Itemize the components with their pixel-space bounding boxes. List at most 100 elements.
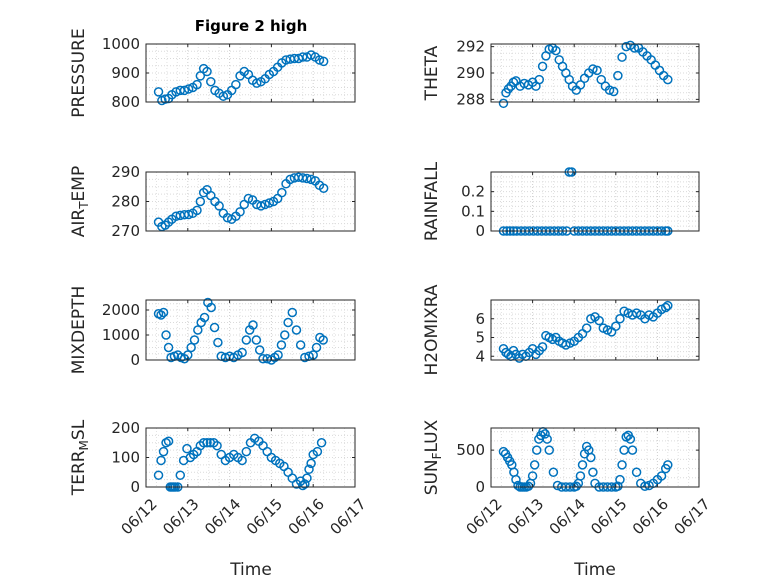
data-point xyxy=(300,352,310,363)
y-tick-label: 0.2 xyxy=(461,183,485,201)
data-point xyxy=(158,446,169,457)
x-tick-label: 06/13 xyxy=(159,495,202,538)
data-point xyxy=(316,438,327,448)
y-axis-label: TERRMSL xyxy=(69,419,91,496)
y-tick-label: 0.1 xyxy=(461,202,485,220)
panel-air-temp: 270 280 290 AIRTEMP xyxy=(69,163,356,240)
data-point xyxy=(298,52,308,62)
x-tick-label: 06/12 xyxy=(117,495,160,538)
y-tick-label: 100 xyxy=(111,449,140,467)
data-point xyxy=(251,335,262,345)
series-markers xyxy=(498,300,673,363)
x-tick-label: 06/15 xyxy=(587,495,630,538)
data-point xyxy=(199,312,210,323)
data-point xyxy=(575,471,586,481)
data-point xyxy=(156,310,166,320)
data-point xyxy=(161,330,171,340)
y-tick-label: 270 xyxy=(111,222,140,240)
data-point xyxy=(218,91,229,101)
data-point xyxy=(280,330,290,340)
x-tick-label: 06/14 xyxy=(201,495,244,538)
data-point xyxy=(183,84,194,94)
data-point xyxy=(617,460,627,470)
axes-box xyxy=(145,299,356,361)
panel-h2omixra: 456 H2OMIXRA xyxy=(422,284,700,376)
data-point xyxy=(198,438,209,448)
data-point xyxy=(503,84,514,94)
data-point xyxy=(182,443,192,454)
data-point xyxy=(663,74,673,85)
data-point xyxy=(277,187,287,198)
data-point xyxy=(192,79,202,90)
axes-box xyxy=(490,299,700,361)
y-tick-label: 280 xyxy=(111,193,140,211)
data-point xyxy=(283,317,293,328)
y-tick-label: 5 xyxy=(475,329,485,347)
data-point xyxy=(183,209,194,220)
data-point xyxy=(640,481,650,492)
x-tick-label: 06/15 xyxy=(243,495,286,538)
data-point xyxy=(577,460,588,470)
y-tick-label: 292 xyxy=(456,38,485,56)
y-tick-label: 2000 xyxy=(102,301,140,319)
data-point xyxy=(534,74,545,85)
data-point xyxy=(537,61,548,72)
y-tick-label: 900 xyxy=(111,64,140,82)
panel-mixdepth: 0 1000 2000 MIXDEPTH xyxy=(69,286,356,374)
data-point xyxy=(318,335,328,345)
data-point xyxy=(206,302,216,313)
x-axis-label-right: Time xyxy=(573,560,616,580)
data-point xyxy=(153,470,164,480)
data-point xyxy=(498,98,509,109)
y-tick-label: 1000 xyxy=(102,35,140,53)
series-markers xyxy=(153,172,329,232)
data-point xyxy=(237,347,247,358)
data-point xyxy=(241,335,252,345)
data-point xyxy=(314,55,325,65)
data-point xyxy=(613,70,623,81)
data-point xyxy=(306,458,316,469)
data-point xyxy=(202,438,212,448)
x-tick-label: 06/17 xyxy=(670,495,713,538)
data-point xyxy=(318,183,329,193)
data-point xyxy=(617,52,627,62)
y-axis-label: RAINFALL xyxy=(422,161,442,241)
data-point xyxy=(160,94,170,104)
panel-theta: 288 290 292 THETA xyxy=(422,38,700,109)
data-point xyxy=(663,300,673,311)
y-axis-label: PRESSURE xyxy=(69,28,89,117)
data-point xyxy=(586,452,596,463)
data-point xyxy=(193,325,203,335)
y-tick-label: 1000 xyxy=(102,326,140,344)
plot-area xyxy=(491,172,699,231)
x-axis-label-left: Time xyxy=(229,560,272,580)
data-point xyxy=(611,321,621,331)
data-point xyxy=(306,174,316,185)
y-axis-label: SUNFLUX xyxy=(422,419,444,495)
y-tick-label: 500 xyxy=(456,441,485,459)
x-tick-label: 06/13 xyxy=(504,495,547,538)
data-point xyxy=(248,320,258,330)
data-point xyxy=(256,201,266,211)
data-point xyxy=(596,74,606,85)
data-point xyxy=(540,429,550,439)
y-tick-label: 0 xyxy=(130,351,140,369)
data-point xyxy=(276,340,287,350)
data-point xyxy=(298,480,308,491)
axes-box xyxy=(490,171,700,232)
data-point xyxy=(235,207,245,217)
series-markers xyxy=(153,297,328,365)
y-tick-label: 6 xyxy=(475,310,485,328)
series-markers xyxy=(153,50,329,106)
y-tick-label: 0 xyxy=(130,478,140,496)
data-point xyxy=(511,474,521,485)
data-point xyxy=(592,65,602,76)
data-point xyxy=(537,342,548,352)
x-tick-label: 06/17 xyxy=(326,495,369,538)
data-point xyxy=(189,335,200,345)
data-point xyxy=(318,56,329,67)
data-point xyxy=(588,64,598,74)
data-point xyxy=(231,79,241,90)
series-markers xyxy=(498,426,673,492)
